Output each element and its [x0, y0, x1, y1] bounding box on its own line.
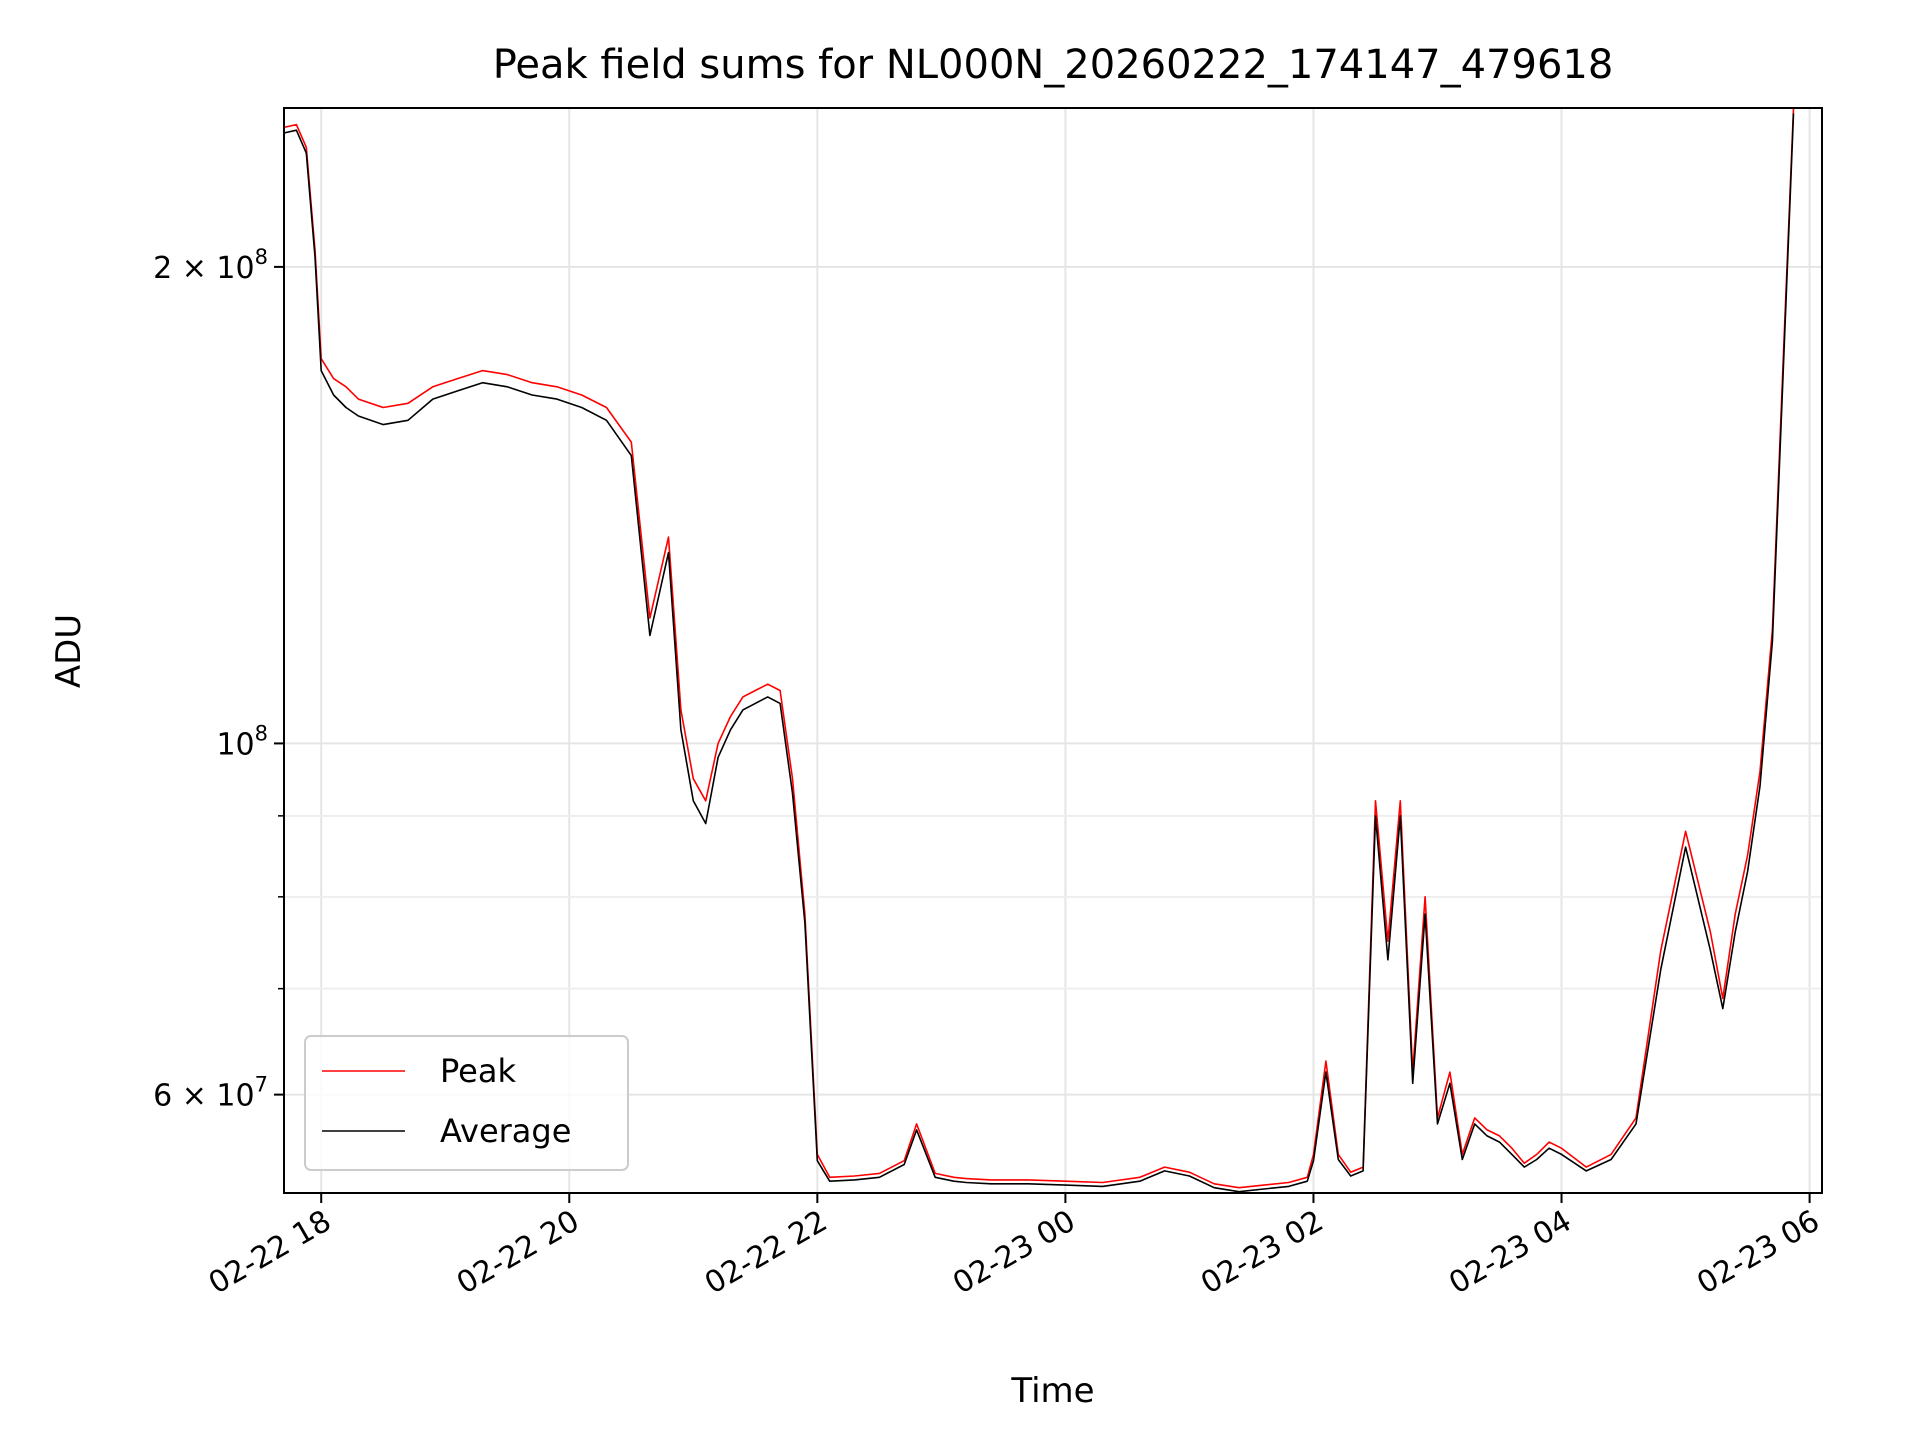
legend-peak-label: Peak [440, 1052, 516, 1090]
x-tick-label: 02-23 00 [947, 1204, 1081, 1302]
x-axis-label: Time [1010, 1371, 1094, 1411]
y-tick-label: 2 × 108 [153, 245, 268, 286]
chart-title: Peak field sums for NL000N_20260222_1741… [493, 42, 1614, 88]
series-layer [283, 107, 1795, 1193]
series-line-average [283, 113, 1795, 1193]
x-tick-label: 02-23 06 [1691, 1204, 1825, 1302]
legend: Peak Average [304, 1035, 629, 1171]
y-tick-label: 6 × 107 [153, 1073, 268, 1114]
grid-layer [284, 108, 1822, 1193]
x-tick-label: 02-22 22 [699, 1204, 833, 1302]
legend-box [304, 1035, 629, 1171]
x-tick-label: 02-22 18 [203, 1204, 337, 1302]
x-tick-label: 02-22 20 [451, 1204, 585, 1302]
x-tick-label: 02-23 02 [1195, 1204, 1329, 1302]
y-axis-label: ADU [49, 614, 89, 688]
plot-frame [283, 107, 1823, 1194]
series-line-peak [283, 107, 1795, 1189]
x-tick-label: 02-23 04 [1443, 1204, 1577, 1302]
y-tick-label: 108 [216, 721, 268, 762]
legend-average-label: Average [440, 1112, 571, 1150]
